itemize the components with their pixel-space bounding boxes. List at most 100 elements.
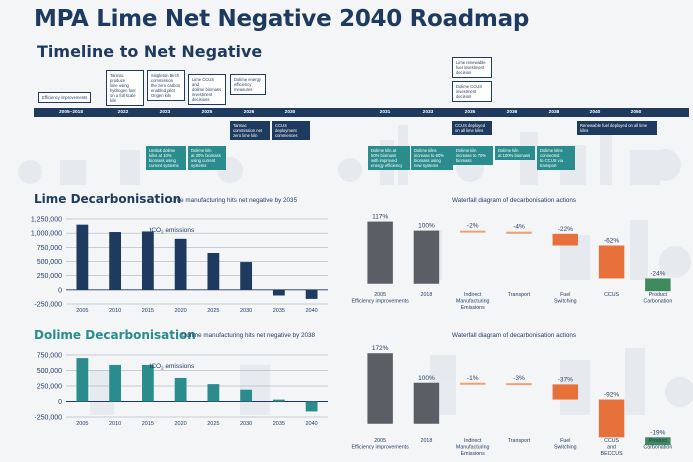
timeline-period: 2040 [589, 110, 601, 115]
waterfall-bar [367, 353, 393, 424]
note-lime-renewable-fuel: Lime renewable fuel investment decision [452, 57, 492, 78]
bar [76, 224, 89, 290]
data-label: -62% [604, 238, 619, 245]
timeline-period: 2038 [548, 110, 560, 115]
x-tick-label: 2035 [273, 308, 285, 314]
bar [305, 401, 318, 412]
x-category-label: Carbonation [643, 445, 672, 451]
x-category-label: Fuel [560, 438, 570, 444]
note-line: Dolime kiln at [371, 148, 397, 153]
x-tick-label: 2005 [76, 308, 88, 314]
x-category-label: Transport [508, 292, 531, 298]
note-renewable-fuel-all-lime: Renewable fuel deployed on all lime kiln… [577, 121, 657, 135]
waterfall-bar [459, 230, 486, 233]
timeline-period: 2023 [159, 110, 171, 115]
note-line: on a full scale [110, 93, 136, 98]
x-tick-label: 2025 [207, 308, 219, 314]
data-label: 172% [372, 345, 389, 352]
note-line: with improved [371, 158, 397, 163]
waterfall-bar [598, 245, 625, 279]
note-dolime-60-biomass: Dolime kilns increase to 60% biomass usi… [411, 146, 453, 170]
timeline-period: 2050 [630, 110, 642, 115]
note-dolime-energy-efficiency: Dolime energy efficiency measures [230, 74, 266, 95]
note-line: hydrogen fuel [110, 88, 136, 93]
bar [240, 389, 253, 402]
x-category-label: Emissions [461, 451, 485, 457]
note-line: Dolime kilns [540, 148, 563, 153]
note-line: decisions [192, 97, 210, 102]
note-singleton-birch: Singleton Birch commission the zero carb… [147, 70, 185, 101]
note-line: kilns at 10% [149, 153, 172, 158]
note-line: transport [540, 163, 557, 168]
note-line: deployment [275, 128, 297, 133]
x-category-label: Manufacturing [456, 299, 490, 305]
note-line: investment [192, 92, 213, 97]
x-tick-label: 2040 [306, 308, 318, 314]
note-line: kiln [110, 98, 117, 103]
waterfall-bar [367, 221, 393, 284]
x-tick-label: 2020 [175, 308, 187, 314]
bar [272, 399, 285, 402]
timeline-period: 2005–2018 [58, 110, 83, 115]
series-label: tCO2 emissions [150, 227, 196, 235]
bar [141, 231, 154, 290]
y-tick-label: 750,000 [37, 353, 62, 360]
lime-waterfall-title: Waterfall diagram of decarbonisation act… [452, 197, 577, 204]
x-category-label: Efficiency improvements [351, 445, 409, 451]
note-line: CCUS [275, 123, 287, 128]
y-tick-label: 250,000 [37, 384, 62, 391]
y-tick-label: 250,000 [37, 273, 62, 280]
lime-section-description: Lime manufacturing hits net negative by … [170, 197, 298, 204]
bar [109, 364, 122, 402]
bar [240, 262, 253, 290]
bar [109, 232, 122, 290]
x-tick-label: 2030 [240, 421, 252, 427]
timeline-subtitle: Timeline to Net Negative [37, 42, 263, 61]
series-label: tCO2 emissions [150, 363, 196, 371]
note-dolime-100-biomass: Dolime kiln at 100% biomass [495, 146, 535, 160]
note-tarmac-hydrogen: Tarmac produce lime using hydrogen fuel … [106, 70, 144, 106]
timeline-period: 2036 [506, 110, 518, 115]
note-line: measures [234, 87, 253, 92]
y-tick-label: 0 [58, 287, 62, 294]
x-category-label: Fuel [560, 292, 570, 298]
x-category-label: Indirect [464, 292, 482, 298]
dolime-emissions-bar-chart: 750,000 500,000 250,000 0 -250,000 2005 2010 20… [34, 353, 328, 427]
note-line: Lime renewable [456, 60, 486, 65]
note-line: Dolime kilns [414, 148, 437, 153]
note-line: lime using [110, 83, 129, 88]
y-tick-label: 500,000 [37, 368, 62, 375]
note-line: 50% biomass [371, 153, 397, 158]
note-line: increase to 60% [414, 153, 445, 158]
waterfall-bar [413, 382, 440, 424]
x-category-label: CCUS [604, 292, 619, 298]
note-line: Dolime kiln [191, 148, 212, 153]
y-tick-label: -250,000 [34, 415, 62, 422]
dolime-section-description: Dolime manufacturing hits net negative b… [182, 332, 316, 339]
x-category-label: 2005 [374, 438, 386, 444]
note-line: to CCUS via [540, 158, 564, 163]
page-title: MPA Lime Net Negative 2040 Roadmap [34, 6, 529, 32]
note-line: biomass using [149, 158, 176, 163]
bar [207, 384, 220, 402]
y-tick-label: 750,000 [37, 245, 62, 252]
note-line: CCUS deployed [455, 123, 486, 128]
note-line: commission net [233, 128, 263, 133]
dolime-section-heading: Dolime Decarbonisation [34, 328, 196, 342]
note-line: the zero carbon [151, 83, 181, 88]
y-tick-label: 500,000 [37, 259, 62, 266]
x-tick-label: 2010 [109, 421, 121, 427]
note-ccus-deployment: CCUS deployment commences [272, 121, 310, 140]
note-line: energy efficiency [371, 163, 403, 168]
timeline-period: 2035 [464, 110, 476, 115]
note-line: commences [275, 133, 298, 138]
x-category-label: Switching [554, 299, 577, 305]
note-efficiency-improvements: Efficiency improvements [38, 92, 92, 103]
note-tarmac-net-zero-kiln: Tarmac commission net zero lime kiln [230, 121, 270, 140]
x-tick-label: 2035 [273, 421, 285, 427]
note-line: decision [456, 94, 472, 99]
note-line: Singleton Birch [151, 73, 180, 78]
data-label: 117% [372, 214, 388, 221]
data-label: -1% [467, 375, 479, 382]
